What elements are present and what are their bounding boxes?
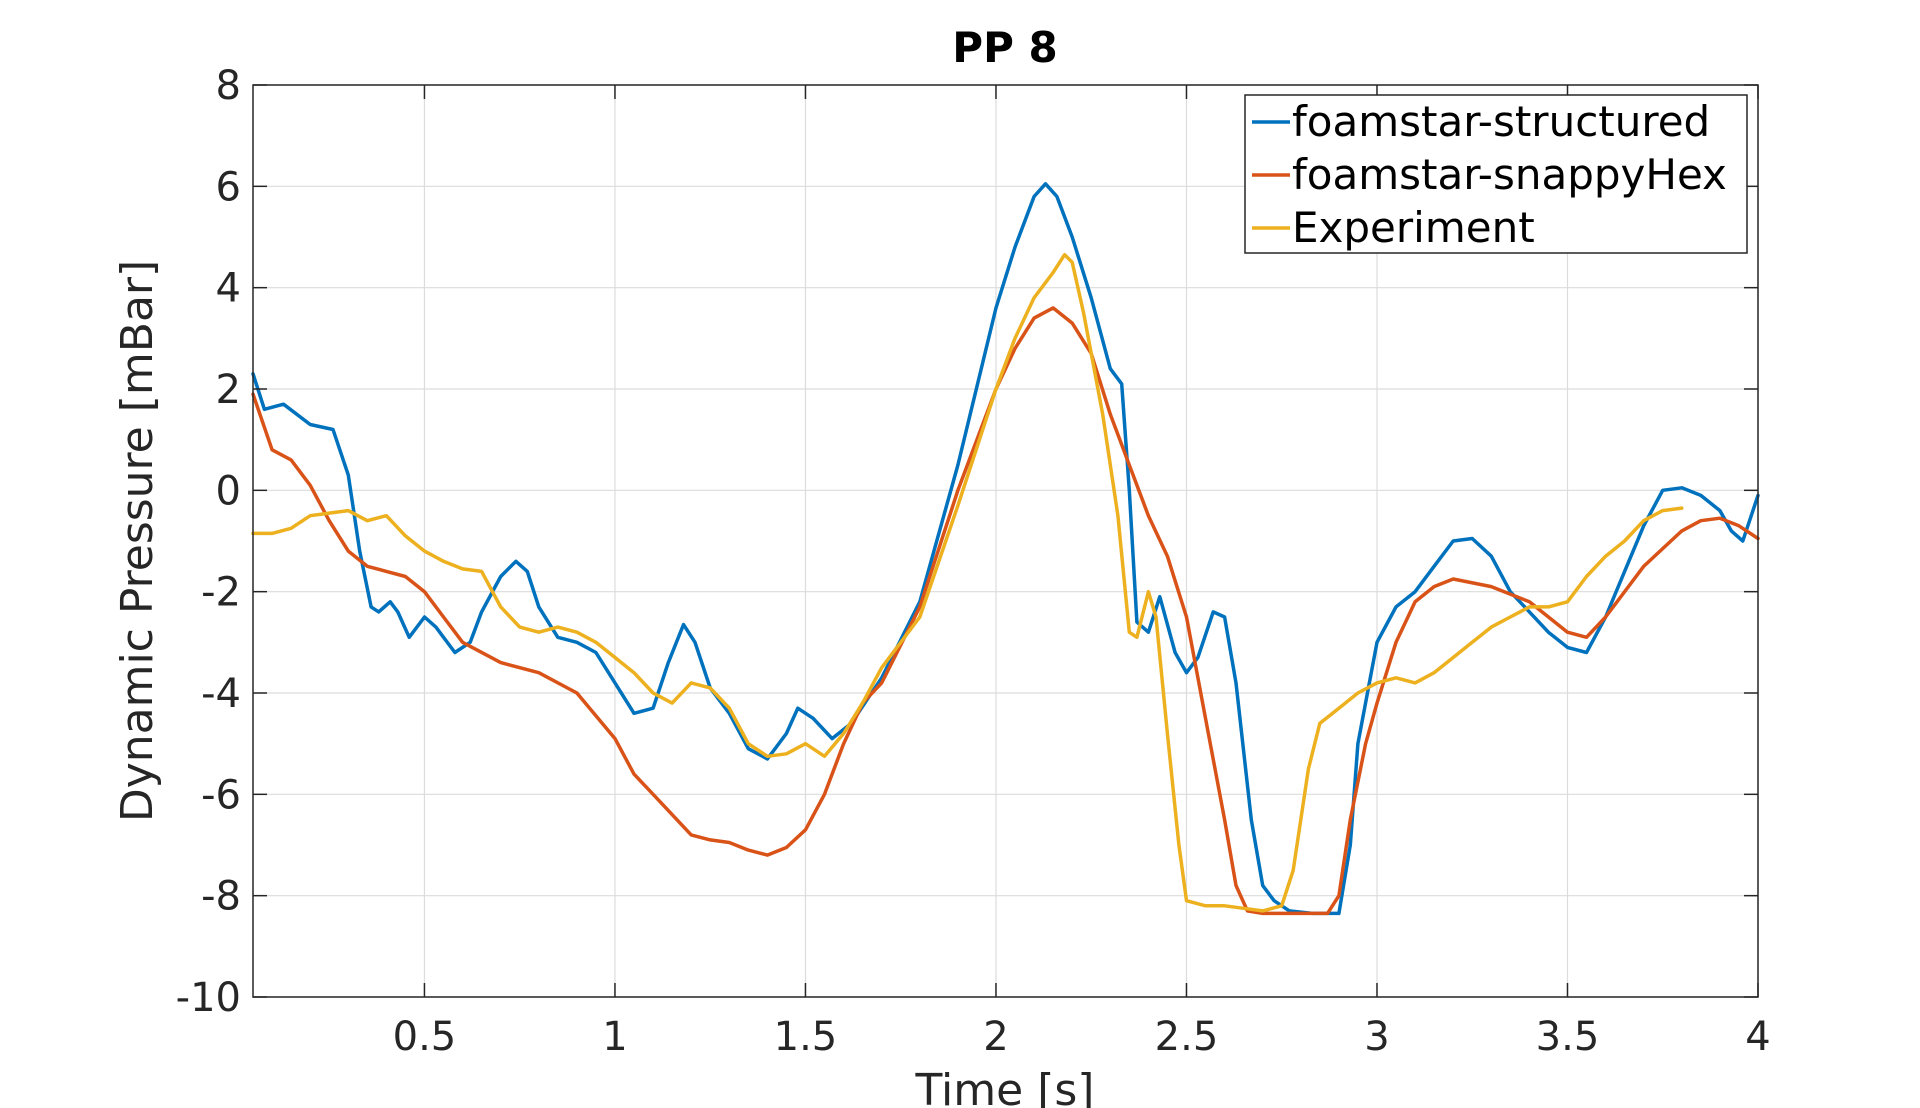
x-tick-label: 3.5 — [1536, 1014, 1600, 1060]
legend-entry: Experiment — [1292, 203, 1535, 252]
y-tick-label: 0 — [216, 468, 241, 514]
y-tick-label: -6 — [201, 772, 241, 818]
chart-title: PP 8 — [952, 23, 1057, 72]
x-axis-label: Time [s] — [915, 1065, 1095, 1108]
legend-entry: foamstar-snappyHex — [1292, 150, 1727, 199]
ticks: 0.5 1 1.5 2 2.5 3 3.5 4 -10 -8 -6 -4 -2 0 2 4 6 8 — [176, 63, 1771, 1060]
legend: foamstar-structuredfoamstar-snappyHexExp… — [1244, 94, 1748, 254]
y-tick-label: -2 — [201, 570, 241, 616]
y-tick-label: -4 — [201, 671, 241, 717]
legend-entry: foamstar-structured — [1292, 97, 1710, 146]
series-line-foamstar-structured — [251, 182, 1760, 916]
y-tick-label: 2 — [216, 367, 241, 413]
series-line-foamstar-snappyhex — [251, 306, 1760, 916]
x-tick-label: 2.5 — [1155, 1014, 1219, 1060]
plot-frame — [252, 84, 1759, 998]
x-tick-label: 0.5 — [393, 1014, 457, 1060]
y-axis-label: Dynamic Pressure [mBar] — [112, 260, 163, 822]
x-tick-label: 1 — [602, 1014, 627, 1060]
legend-box — [1244, 94, 1748, 254]
x-tick-label: 4 — [1745, 1014, 1770, 1060]
series-line-experiment — [251, 252, 1684, 913]
y-tick-label: 6 — [216, 164, 241, 210]
y-tick-label: 4 — [216, 266, 241, 312]
x-tick-label: 3 — [1364, 1014, 1389, 1060]
y-tick-label: -10 — [176, 975, 241, 1021]
y-tick-label: -8 — [201, 874, 241, 920]
y-tick-label: 8 — [216, 63, 241, 109]
x-tick-label: 1.5 — [774, 1014, 838, 1060]
x-tick-label: 2 — [983, 1014, 1008, 1060]
series-layer — [251, 182, 1760, 916]
